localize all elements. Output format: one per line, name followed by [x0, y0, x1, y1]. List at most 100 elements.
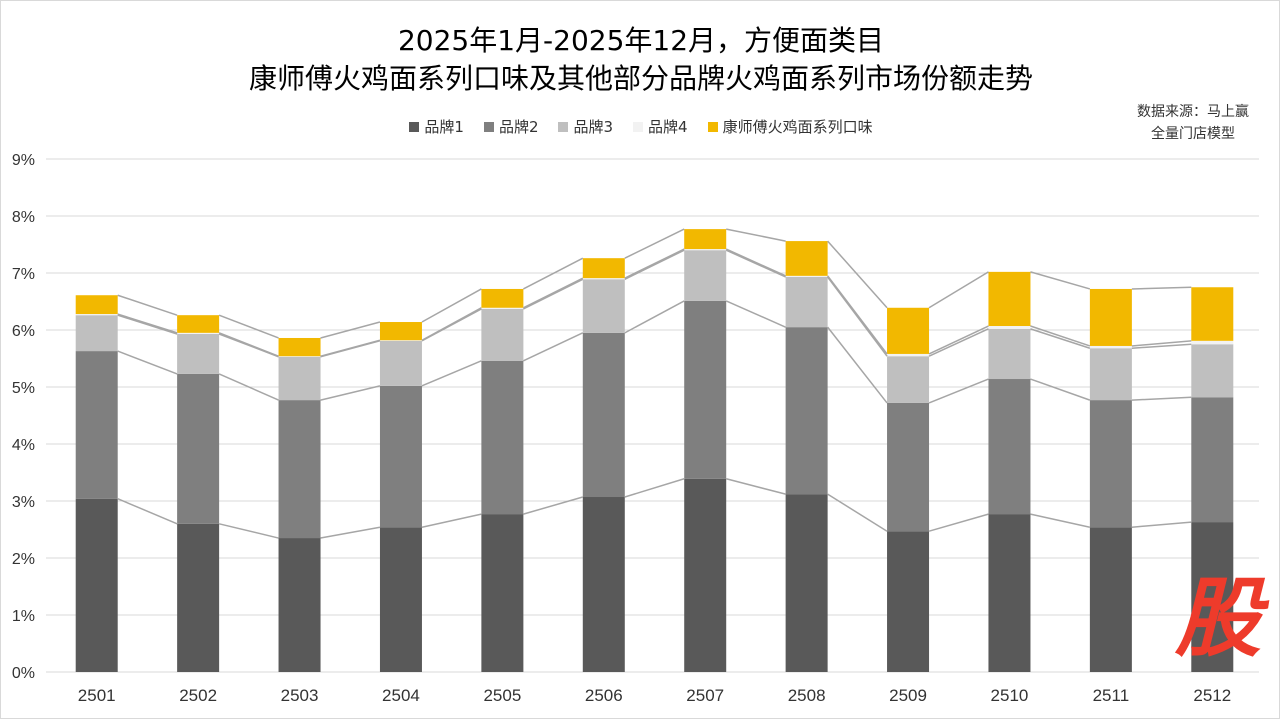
series-line-康师傅火鸡面系列口味 — [320, 321, 381, 339]
bar-品牌4-2505 — [481, 307, 524, 309]
bar-品牌1-2503 — [278, 538, 321, 672]
chart-title-line1: 2025年1月-2025年12月，方便面类目 — [397, 24, 885, 57]
y-tick-label: 1% — [12, 608, 35, 625]
series-line-品牌2 — [928, 378, 989, 404]
series-line-品牌2 — [320, 385, 381, 401]
series-line-品牌1 — [1131, 521, 1192, 528]
bar-品牌2-2502 — [177, 373, 220, 524]
y-tick-label: 2% — [12, 551, 35, 568]
x-tick-label: 2504 — [382, 686, 420, 705]
x-tick-label: 2502 — [179, 686, 217, 705]
bar-品牌4-2510 — [988, 326, 1031, 329]
bar-品牌2-2508 — [785, 327, 828, 495]
series-line-康师傅火鸡面系列口味 — [1131, 286, 1192, 290]
bar-康师傅火鸡面系列口味-2510 — [988, 271, 1031, 327]
series-line-康师傅火鸡面系列口味 — [624, 228, 685, 259]
bar-康师傅火鸡面系列口味-2509 — [887, 307, 930, 354]
bar-品牌1-2510 — [988, 514, 1031, 672]
bar-康师傅火鸡面系列口味-2501 — [75, 295, 118, 315]
bar-品牌3-2505 — [481, 308, 524, 361]
bar-品牌2-2506 — [582, 332, 625, 498]
y-tick-label: 3% — [12, 494, 35, 511]
bar-品牌3-2511 — [1089, 348, 1132, 401]
bar-康师傅火鸡面系列口味-2506 — [582, 258, 625, 279]
bar-品牌4-2502 — [177, 332, 220, 334]
series-line-品牌3 — [523, 278, 584, 310]
bar-品牌1-2507 — [684, 478, 727, 672]
legend-label: 品牌2 — [498, 118, 539, 136]
legend-swatch — [558, 121, 569, 132]
bar-品牌4-2511 — [1089, 345, 1132, 349]
bar-品牌4-2508 — [785, 275, 828, 277]
bar-品牌2-2501 — [75, 351, 118, 499]
bar-品牌3-2501 — [75, 315, 118, 352]
bar-品牌3-2510 — [988, 328, 1031, 380]
bar-康师傅火鸡面系列口味-2503 — [278, 337, 321, 357]
legend-item: 品牌2 — [483, 116, 539, 137]
bar-品牌2-2512 — [1191, 397, 1234, 523]
bar-品牌2-2503 — [278, 400, 321, 539]
chart-title-line2: 康师傅火鸡面系列口味及其他部分品牌火鸡面系列市场份额走势 — [248, 62, 1033, 95]
bar-品牌1-2505 — [481, 514, 524, 672]
series-line-品牌3 — [928, 328, 989, 357]
series-line-品牌4 — [725, 248, 786, 277]
series-line-品牌4 — [1030, 325, 1091, 347]
series-line-品牌1 — [726, 478, 786, 495]
series-line-康师傅火鸡面系列口味 — [928, 271, 989, 309]
bar-品牌3-2508 — [785, 276, 828, 328]
x-tick-label: 2510 — [991, 686, 1029, 705]
series-line-康师傅火鸡面系列口味 — [726, 228, 786, 242]
bar-品牌4-2503 — [278, 356, 321, 357]
bar-品牌4-2501 — [75, 314, 118, 316]
bar-品牌3-2503 — [278, 356, 321, 401]
series-line-品牌1 — [320, 526, 381, 539]
y-tick-label: 0% — [12, 665, 35, 682]
bar-品牌2-2507 — [684, 300, 727, 479]
bar-品牌3-2512 — [1191, 344, 1234, 398]
legend-item: 康师傅火鸡面系列口味 — [707, 116, 873, 137]
bar-品牌3-2502 — [177, 333, 220, 374]
series-line-品牌2 — [1131, 396, 1192, 401]
series-line-品牌4 — [320, 339, 381, 357]
series-line-品牌1 — [117, 498, 178, 525]
bar-品牌4-2509 — [887, 353, 930, 357]
series-line-品牌2 — [827, 326, 888, 404]
series-line-康师傅火鸡面系列口味 — [523, 257, 584, 290]
bar-康师傅火鸡面系列口味-2512 — [1191, 287, 1234, 341]
series-line-品牌2 — [725, 300, 786, 328]
legend-label: 品牌1 — [424, 118, 464, 136]
bar-品牌1-2506 — [582, 497, 625, 672]
bar-康师傅火鸡面系列口味-2505 — [481, 288, 524, 308]
series-line-品牌1 — [827, 493, 888, 532]
series-line-品牌1 — [523, 496, 583, 515]
bar-品牌4-2504 — [379, 340, 422, 341]
legend-label: 品牌3 — [573, 118, 614, 136]
bar-品牌1-2511 — [1089, 527, 1132, 672]
bar-品牌1-2502 — [177, 523, 220, 672]
bar-品牌2-2511 — [1089, 400, 1132, 528]
y-tick-label: 5% — [12, 380, 35, 397]
y-tick-label: 8% — [12, 209, 35, 226]
series-line-康师傅火鸡面系列口味 — [117, 294, 178, 316]
series-line-品牌4 — [523, 277, 584, 309]
bar-康师傅火鸡面系列口味-2511 — [1089, 288, 1132, 346]
bar-品牌3-2506 — [582, 279, 625, 333]
source-line2: 全量门店模型 — [1151, 126, 1235, 142]
bar-康师傅火鸡面系列口味-2504 — [379, 322, 422, 341]
bar-品牌1-2501 — [75, 498, 118, 672]
x-tick-label: 2503 — [281, 686, 319, 705]
series-line-品牌1 — [624, 478, 685, 498]
x-tick-label: 2501 — [78, 686, 116, 705]
series-line-品牌4 — [624, 248, 685, 279]
legend-item: 品牌3 — [558, 116, 613, 137]
legend-label: 品牌4 — [648, 118, 688, 136]
series-line-品牌1 — [218, 523, 279, 539]
legend: 品牌1 品牌2 品牌3 品牌4 康师傅火鸡面系列口味 — [1, 116, 1279, 137]
bar-康师傅火鸡面系列口味-2508 — [785, 241, 828, 276]
series-line-品牌2 — [117, 350, 178, 375]
series-line-品牌2 — [1030, 378, 1091, 401]
bar-品牌3-2509 — [887, 356, 930, 403]
series-line-品牌3 — [1131, 343, 1192, 349]
series-line-品牌1 — [421, 513, 482, 528]
